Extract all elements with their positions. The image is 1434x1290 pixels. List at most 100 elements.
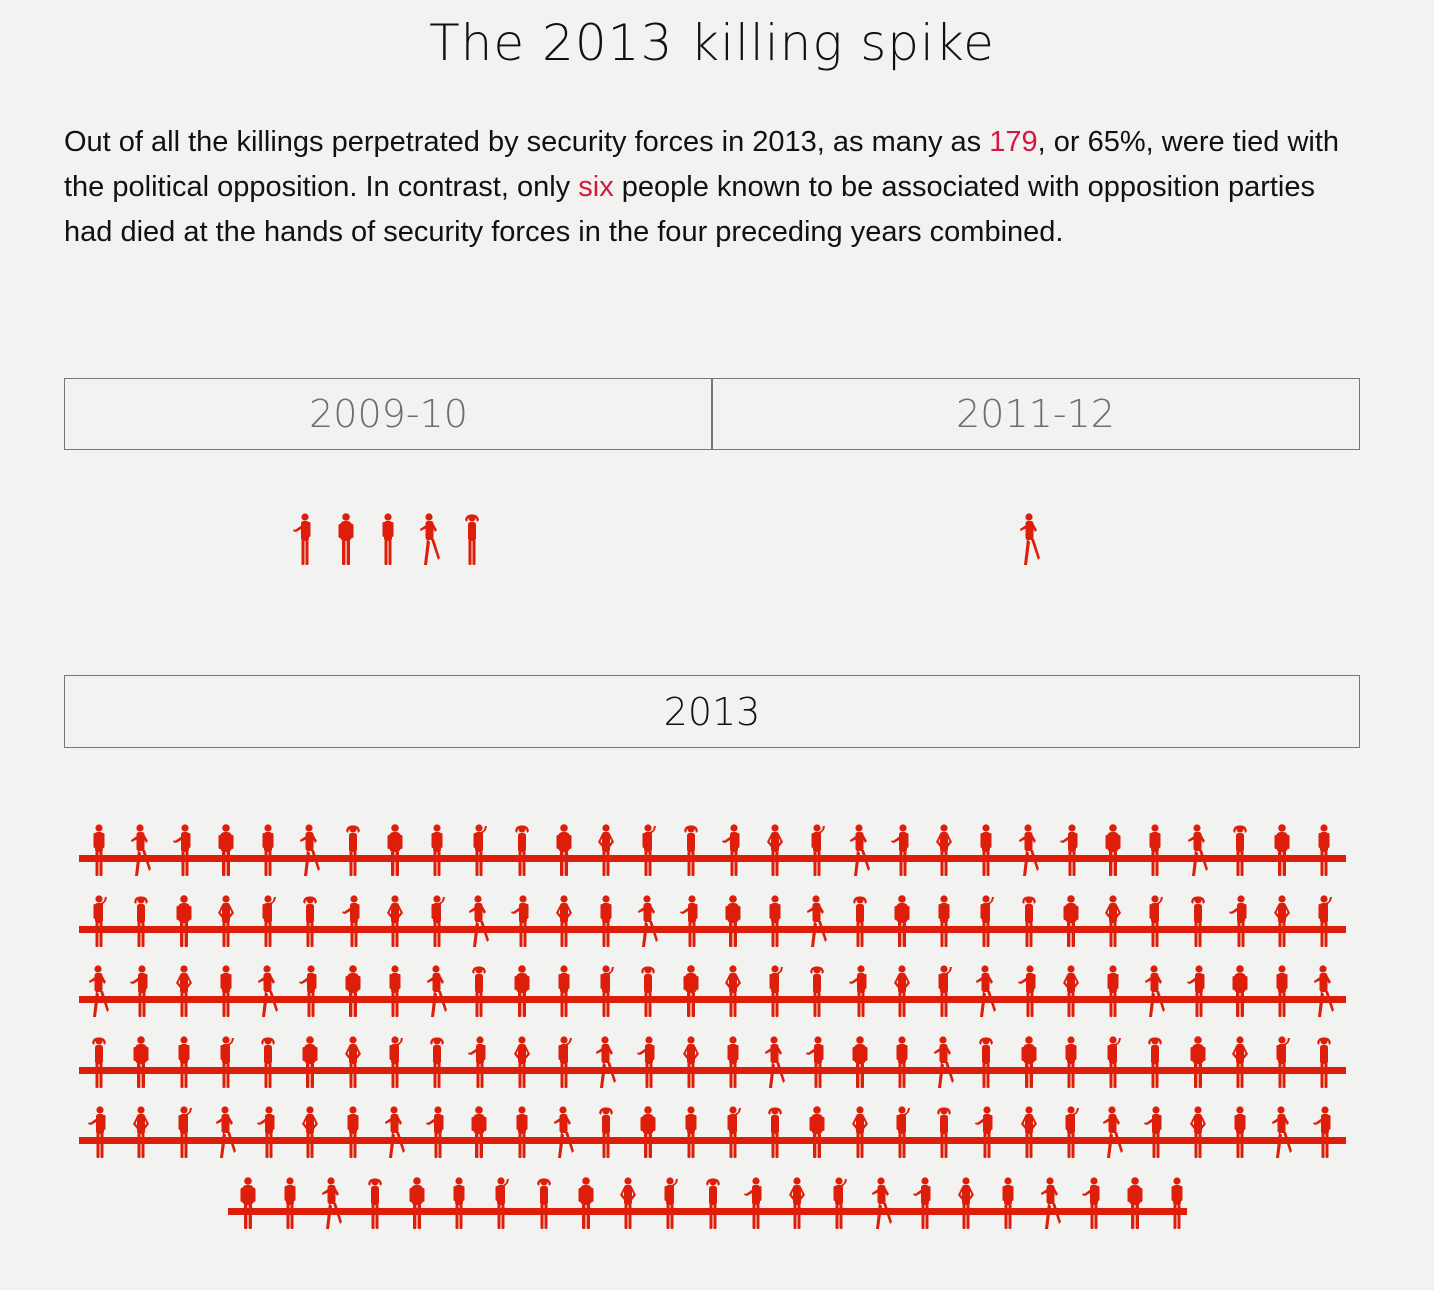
person-icon	[1143, 1035, 1167, 1091]
person-icon	[1186, 964, 1210, 1020]
person-icon	[870, 1176, 894, 1232]
person-icon	[1165, 1176, 1189, 1232]
person-icon	[594, 1035, 618, 1091]
person-icon	[996, 1176, 1020, 1232]
person-icon	[87, 894, 111, 950]
person-icon	[1018, 512, 1042, 568]
person-icon	[932, 964, 956, 1020]
person-icon	[214, 1105, 238, 1161]
person-icon	[1101, 1105, 1125, 1161]
person-icon	[1186, 823, 1210, 879]
person-icon	[298, 823, 322, 879]
person-icon	[1228, 1105, 1252, 1161]
person-icon	[594, 823, 618, 879]
person-icon	[1312, 1105, 1336, 1161]
intro-text-2: , or 65%, were tied with the political o…	[64, 126, 1340, 203]
person-icon	[805, 1035, 829, 1091]
person-icon	[1186, 1105, 1210, 1161]
row-baseline	[79, 1066, 1346, 1074]
person-icon	[805, 964, 829, 1020]
person-icon	[172, 964, 196, 1020]
figure-row	[79, 964, 1346, 1024]
person-icon	[510, 964, 534, 1020]
person-icon	[890, 894, 914, 950]
person-icon	[932, 894, 956, 950]
person-icon	[763, 1035, 787, 1091]
person-icon	[341, 823, 365, 879]
person-icon	[763, 1105, 787, 1161]
person-icon	[848, 1035, 872, 1091]
person-icon	[510, 823, 534, 879]
person-icon	[1101, 894, 1125, 950]
person-icon	[383, 1105, 407, 1161]
person-icon	[1101, 1035, 1125, 1091]
person-icon	[721, 823, 745, 879]
person-icon	[467, 1105, 491, 1161]
person-icon	[1017, 823, 1041, 879]
panel-2013-header: 2013	[64, 675, 1360, 748]
person-icon	[1123, 1176, 1147, 1232]
person-icon	[87, 1105, 111, 1161]
person-icon	[418, 512, 442, 568]
person-icon	[129, 1035, 153, 1091]
person-icon	[1059, 1035, 1083, 1091]
row-baseline	[227, 1207, 1188, 1215]
person-icon	[594, 894, 618, 950]
person-icon	[214, 964, 238, 1020]
person-icon	[1143, 964, 1167, 1020]
person-icon	[214, 1035, 238, 1091]
person-icon	[1143, 823, 1167, 879]
person-icon	[334, 512, 358, 568]
person-icon	[701, 1176, 725, 1232]
person-icon	[552, 1035, 576, 1091]
person-icon	[636, 1105, 660, 1161]
person-icon	[974, 894, 998, 950]
person-icon	[974, 1105, 998, 1161]
person-icon	[383, 1035, 407, 1091]
person-icon	[172, 1035, 196, 1091]
person-icon	[532, 1176, 556, 1232]
person-icon	[552, 894, 576, 950]
person-icon	[763, 823, 787, 879]
person-icon	[129, 823, 153, 879]
person-icon	[721, 894, 745, 950]
person-icon	[848, 1105, 872, 1161]
row-baseline	[79, 996, 1346, 1003]
person-icon	[848, 964, 872, 1020]
person-icon	[467, 823, 491, 879]
person-icon	[805, 894, 829, 950]
person-icon	[363, 1176, 387, 1232]
person-icon	[679, 894, 703, 950]
person-icon	[489, 1176, 513, 1232]
person-icon	[510, 1105, 534, 1161]
figures-2009-10	[292, 512, 492, 568]
person-icon	[320, 1176, 344, 1232]
person-icon	[1039, 1176, 1063, 1232]
person-icon	[510, 894, 534, 950]
person-icon	[1270, 964, 1294, 1020]
chart-title: The 2013 killing spike	[429, 14, 995, 72]
panel-label-2009-10: 2009-10	[309, 392, 468, 436]
figure-row	[79, 894, 1346, 954]
person-icon	[383, 894, 407, 950]
person-icon	[341, 894, 365, 950]
panel-2009-10-header: 2009-10	[64, 378, 713, 450]
person-icon	[848, 823, 872, 879]
person-icon	[574, 1176, 598, 1232]
person-icon	[1270, 823, 1294, 879]
person-icon	[1270, 1105, 1294, 1161]
person-icon	[87, 823, 111, 879]
person-icon	[278, 1176, 302, 1232]
person-icon	[890, 1105, 914, 1161]
figure-row	[79, 823, 1346, 883]
person-icon	[425, 1105, 449, 1161]
person-icon	[785, 1176, 809, 1232]
person-icon	[467, 894, 491, 950]
person-icon	[1059, 964, 1083, 1020]
person-icon	[1017, 894, 1041, 950]
person-icon	[890, 1035, 914, 1091]
person-icon	[425, 1035, 449, 1091]
person-icon	[1059, 1105, 1083, 1161]
person-icon	[679, 1035, 703, 1091]
person-icon	[1101, 964, 1125, 1020]
